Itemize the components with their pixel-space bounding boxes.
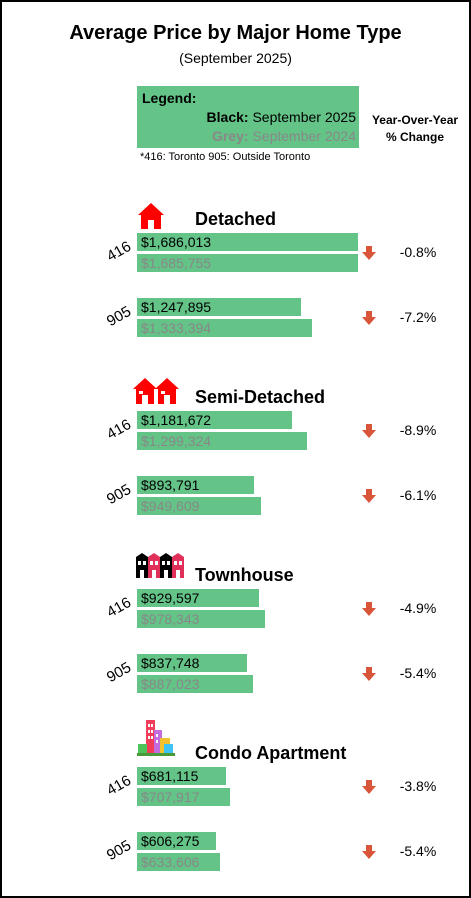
bar-previous bbox=[137, 610, 265, 628]
bar-label-previous: $1,333,394 bbox=[141, 320, 212, 336]
down-arrow-icon bbox=[362, 311, 376, 325]
bar-label-current: $837,748 bbox=[141, 655, 200, 671]
semi-detached-houses-icon bbox=[132, 376, 180, 411]
bar-previous bbox=[137, 497, 261, 515]
bar-label-current: $1,247,895 bbox=[141, 299, 212, 315]
yoy-change: -0.8% bbox=[399, 244, 437, 260]
yoy-column-header: Year-Over-Year % Change bbox=[360, 112, 470, 146]
legend-current-entry: Black: September 2025 bbox=[207, 109, 356, 125]
down-arrow-icon bbox=[362, 780, 376, 794]
bar-previous bbox=[137, 254, 358, 272]
bar-previous bbox=[137, 675, 253, 693]
bar-label-current: $681,115 bbox=[141, 768, 199, 784]
down-arrow-icon bbox=[362, 246, 376, 260]
bar-current bbox=[137, 654, 247, 672]
bar-current bbox=[137, 589, 259, 607]
house-icon bbox=[136, 201, 166, 236]
yoy-change: -5.4% bbox=[399, 843, 437, 859]
yoy-change: -5.4% bbox=[399, 665, 437, 681]
yoy-change: -4.9% bbox=[399, 600, 437, 616]
bar-label-current: $1,686,013 bbox=[141, 234, 212, 250]
bar-label-previous: $887,023 bbox=[141, 676, 200, 692]
bar-label-current: $929,597 bbox=[141, 590, 200, 606]
down-arrow-icon bbox=[362, 489, 376, 503]
bar-label-previous: $707,917 bbox=[141, 789, 200, 805]
bar-current bbox=[137, 832, 216, 850]
section-title: Semi-Detached bbox=[195, 387, 326, 407]
yoy-change: -3.8% bbox=[399, 778, 437, 794]
down-arrow-icon bbox=[362, 667, 376, 681]
legend-heading: Legend: bbox=[142, 90, 197, 106]
section-title: Detached bbox=[195, 209, 277, 229]
bar-current bbox=[137, 298, 301, 316]
legend-previous-value: September 2024 bbox=[252, 128, 356, 144]
bar-current bbox=[137, 767, 226, 785]
bar-label-current: $606,275 bbox=[141, 833, 200, 849]
bar-previous bbox=[137, 788, 230, 806]
section-title: Townhouse bbox=[195, 565, 294, 585]
chart-subtitle: (September 2025) bbox=[179, 50, 292, 66]
bar-previous bbox=[137, 853, 220, 871]
region-footnote: *416: Toronto 905: Outside Toronto bbox=[140, 151, 311, 163]
bar-label-current: $893,791 bbox=[141, 477, 200, 493]
section-title: Condo Apartment bbox=[195, 743, 347, 763]
bar-current bbox=[137, 476, 254, 494]
townhouse-icon bbox=[135, 553, 187, 584]
bar-current bbox=[137, 233, 358, 251]
yoy-change: -8.9% bbox=[399, 422, 437, 438]
bar-label-previous: $633,606 bbox=[141, 854, 200, 870]
legend-previous-key: Grey: bbox=[212, 128, 249, 144]
bar-label-previous: $949,609 bbox=[141, 498, 200, 514]
down-arrow-icon bbox=[362, 424, 376, 438]
legend-current-value: September 2025 bbox=[252, 109, 356, 125]
legend: Legend: Black: September 2025 Grey: Sept… bbox=[137, 86, 359, 148]
bar-current bbox=[137, 411, 292, 429]
bar-label-previous: $1,299,324 bbox=[141, 433, 212, 449]
bar-label-previous: $1,685,755 bbox=[141, 255, 212, 271]
legend-current-key: Black: bbox=[206, 109, 249, 125]
yoy-header-line2: % Change bbox=[385, 130, 444, 144]
bar-previous bbox=[137, 319, 312, 337]
yoy-header-line1: Year-Over-Year bbox=[371, 113, 459, 127]
chart-title: Average Price by Major Home Type bbox=[69, 22, 402, 44]
bar-label-current: $1,181,672 bbox=[141, 412, 212, 428]
condo-buildings-icon bbox=[136, 718, 176, 763]
yoy-change: -7.2% bbox=[399, 309, 437, 325]
yoy-change: -6.1% bbox=[399, 487, 437, 503]
down-arrow-icon bbox=[362, 845, 376, 859]
down-arrow-icon bbox=[362, 602, 376, 616]
bar-label-previous: $978,343 bbox=[141, 611, 200, 627]
legend-previous-entry: Grey: September 2024 bbox=[212, 128, 356, 144]
bar-previous bbox=[137, 432, 307, 450]
